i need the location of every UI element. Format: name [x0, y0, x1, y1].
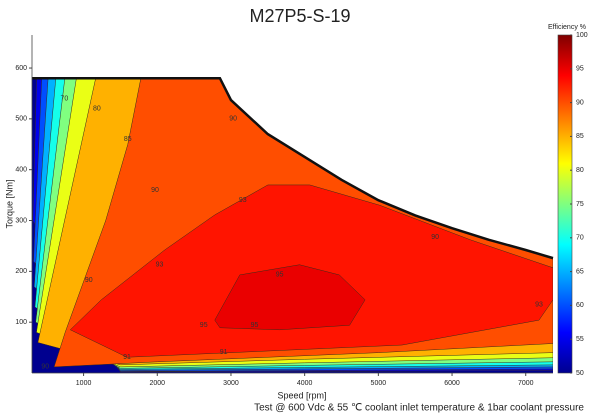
- chart-title: M27P5-S-19: [249, 6, 350, 26]
- x-tick-label: 7000: [518, 380, 534, 387]
- x-axis-label: Speed [rpm]: [277, 390, 326, 400]
- colorbar-tick-label: 95: [576, 66, 584, 73]
- contour-label: 90: [151, 187, 159, 194]
- colorbar-tick-label: 90: [576, 99, 584, 106]
- contour-label: 95: [251, 322, 259, 329]
- contour-label: 91: [220, 349, 228, 356]
- colorbar-tick-label: 65: [576, 268, 584, 275]
- contour-label: 85: [124, 136, 132, 143]
- contour-label: 93: [239, 197, 247, 204]
- x-tick-label: 6000: [444, 380, 460, 387]
- colorbar-tick-label: 75: [576, 201, 584, 208]
- contour-region: [214, 264, 366, 331]
- y-tick-label: 600: [15, 65, 27, 72]
- contour-plot: 70 80 85 90 90 90 90 93 93 93 95 95 95 91 91 90: [32, 78, 553, 374]
- x-tick-label: 4000: [297, 380, 313, 387]
- y-tick-label: 400: [15, 167, 27, 174]
- contour-label: 90: [85, 277, 93, 284]
- torque-envelope: [32, 76, 554, 260]
- colorbar-tick-label: 60: [576, 302, 584, 309]
- contour-label: 90: [431, 234, 439, 241]
- colorbar-tick-label: 80: [576, 167, 584, 174]
- y-axis-label: Torque [Nm]: [4, 179, 14, 228]
- colorbar-tick-label: 50: [576, 370, 584, 377]
- x-tick-label: 2000: [149, 380, 165, 387]
- x-tick-label: 1000: [76, 380, 92, 387]
- footnote: Test @ 600 Vdc & 55 ℃ coolant inlet temp…: [254, 403, 584, 414]
- y-tick-label: 500: [15, 116, 27, 123]
- contour-label: 91: [123, 354, 131, 361]
- contour-label: 80: [93, 106, 101, 113]
- colorbar: [557, 34, 573, 374]
- colorbar-tick-label: 70: [576, 235, 584, 242]
- x-tick-label: 3000: [223, 380, 239, 387]
- colorbar-tick-label: 85: [576, 133, 584, 140]
- y-tick-label: 300: [15, 217, 27, 224]
- colorbar-label: Efficiency %: [548, 24, 586, 31]
- y-tick-label: 200: [15, 268, 27, 275]
- contour-label: 93: [535, 302, 543, 309]
- contour-label: 95: [276, 272, 284, 279]
- contour-label: 70: [61, 95, 69, 102]
- contour-label: 90: [41, 364, 49, 371]
- contour-label: 93: [156, 262, 164, 269]
- y-tick-label: 100: [15, 319, 27, 326]
- x-tick-label: 5000: [371, 380, 387, 387]
- contour-label: 90: [229, 116, 237, 123]
- colorbar-tick-label: 55: [576, 336, 584, 343]
- colorbar-tick-label: 100: [576, 32, 588, 39]
- contour-label: 95: [200, 322, 208, 329]
